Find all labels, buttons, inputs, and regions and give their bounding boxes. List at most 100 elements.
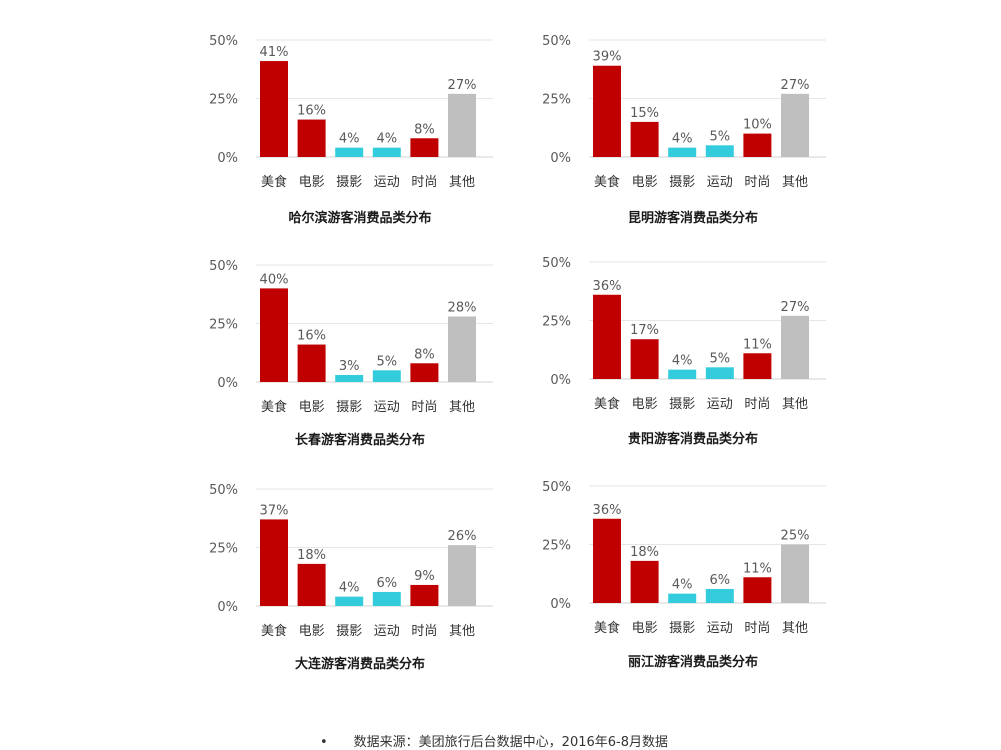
chart-title: 哈尔滨游客消费品类分布	[288, 211, 432, 226]
chart-title: 丽江游客消费品类分布	[627, 655, 758, 670]
bar-chart-svg: 0% 25% 50% 37% 美食 18% 电影 4% 摄影 6% 运动 9% 时尚 26% 其他	[209, 483, 493, 639]
bar-chart-svg: 0% 25% 50% 39% 美食 15% 电影 4% 摄影 5% 运动 10% 时尚 27% 其他	[542, 34, 826, 190]
category-label: 时尚	[744, 175, 770, 190]
value-label: 4%	[339, 132, 360, 147]
value-label: 6%	[709, 573, 730, 588]
value-label: 4%	[376, 132, 397, 147]
bar	[448, 545, 476, 606]
category-label: 美食	[261, 399, 287, 415]
y-tick-label: 50%	[209, 483, 238, 498]
chart-panel-guiyang: 0% 25% 50% 36% 美食 17% 电影 4% 摄影 5% 运动 11% 时尚 27% 其他 贵阳游…	[533, 252, 833, 452]
bar	[593, 65, 621, 157]
bar	[260, 61, 288, 157]
category-label: 运动	[374, 175, 400, 190]
value-label: 18%	[630, 545, 659, 560]
bar	[410, 363, 439, 382]
category-label: 时尚	[411, 400, 437, 415]
category-label: 运动	[707, 175, 733, 190]
bar	[372, 591, 401, 606]
category-label: 其他	[782, 397, 808, 412]
category-label: 时尚	[411, 175, 437, 190]
value-label: 25%	[781, 529, 810, 544]
category-label: 时尚	[744, 397, 770, 412]
y-tick-label: 0%	[550, 373, 571, 388]
category-label: 电影	[632, 175, 658, 190]
chart-title: 大连游客消费品类分布	[294, 657, 425, 672]
y-tick-label: 50%	[542, 34, 571, 49]
value-label: 39%	[593, 50, 622, 65]
bar	[593, 518, 621, 603]
value-label: 4%	[339, 581, 360, 596]
bar	[260, 288, 288, 382]
y-tick-label: 0%	[217, 376, 238, 391]
bar	[372, 147, 401, 157]
value-label: 26%	[448, 529, 477, 544]
bar	[743, 353, 772, 379]
value-label: 16%	[297, 329, 326, 344]
category-label: 美食	[594, 174, 620, 190]
category-label: 其他	[449, 400, 475, 415]
category-label: 摄影	[336, 400, 362, 415]
bar-chart-svg: 0% 25% 50% 36% 美食 17% 电影 4% 摄影 5% 运动 11% 时尚 27% 其他	[542, 256, 826, 412]
category-label: 运动	[707, 397, 733, 412]
bar	[297, 119, 326, 157]
category-label: 电影	[299, 175, 325, 190]
value-label: 15%	[630, 106, 659, 121]
y-tick-label: 50%	[542, 256, 571, 271]
chart-title: 昆明游客消费品类分布	[627, 211, 758, 226]
bar	[781, 315, 809, 379]
bar-chart-svg: 0% 25% 50% 41% 美食 16% 电影 4% 摄影 4% 运动 8% 时尚 27% 其他	[209, 34, 493, 190]
bar	[668, 593, 697, 603]
value-label: 41%	[260, 45, 289, 60]
value-label: 27%	[781, 78, 810, 93]
bar	[335, 147, 364, 157]
category-label: 摄影	[336, 624, 362, 639]
value-label: 6%	[376, 576, 397, 591]
bar-chart-svg: 0% 25% 50% 40% 美食 16% 电影 3% 摄影 5% 运动 8% 时尚 28% 其他	[209, 259, 493, 415]
value-label: 36%	[593, 503, 622, 518]
value-label: 18%	[297, 548, 326, 563]
bar	[335, 596, 364, 606]
value-label: 4%	[672, 132, 693, 147]
bar	[705, 367, 734, 379]
y-tick-label: 25%	[542, 539, 571, 554]
category-label: 美食	[594, 620, 620, 636]
value-label: 11%	[743, 337, 772, 352]
category-label: 摄影	[669, 397, 695, 412]
value-label: 5%	[709, 129, 730, 144]
category-label: 其他	[449, 624, 475, 639]
value-label: 17%	[630, 323, 659, 338]
value-label: 9%	[414, 569, 435, 584]
bar	[297, 563, 326, 606]
category-label: 运动	[374, 624, 400, 639]
category-label: 电影	[632, 397, 658, 412]
chart-title: 长春游客消费品类分布	[294, 433, 425, 448]
bar	[410, 584, 439, 606]
category-label: 电影	[299, 624, 325, 639]
bar	[372, 370, 401, 382]
category-label: 电影	[299, 400, 325, 415]
source-note: • 数据来源：美团旅行后台数据中心，2016年6-8月数据	[320, 731, 668, 750]
bar	[781, 544, 809, 603]
bar	[448, 93, 476, 157]
bar	[668, 369, 697, 379]
bar	[705, 588, 734, 603]
category-label: 时尚	[411, 624, 437, 639]
source-text: 数据来源：美团旅行后台数据中心，2016年6-8月数据	[353, 735, 668, 750]
y-tick-label: 25%	[209, 93, 238, 108]
category-label: 运动	[707, 621, 733, 636]
y-tick-label: 50%	[542, 480, 571, 495]
bar	[781, 93, 809, 157]
category-label: 运动	[374, 400, 400, 415]
value-label: 37%	[260, 503, 289, 518]
bar	[260, 519, 288, 606]
bar	[668, 147, 697, 157]
y-tick-label: 0%	[550, 597, 571, 612]
bar	[630, 560, 659, 603]
value-label: 8%	[414, 347, 435, 362]
bar	[705, 145, 734, 157]
category-label: 时尚	[744, 621, 770, 636]
y-tick-label: 25%	[542, 315, 571, 330]
bullet: •	[320, 735, 328, 750]
value-label: 10%	[743, 118, 772, 133]
